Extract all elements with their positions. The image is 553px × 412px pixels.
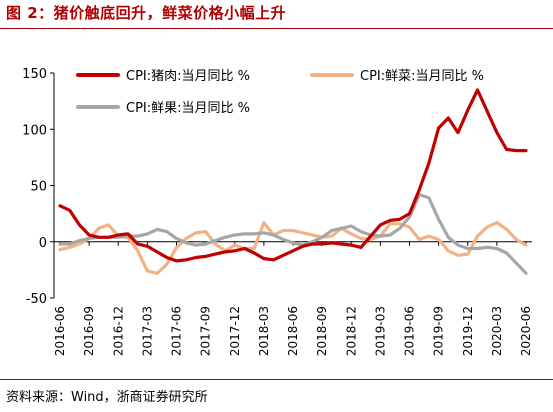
chart: -50 0 50 100 150 2016-06 2016-09 2016-12 2017-0… <box>22 67 533 356</box>
x-tick-label: 2017-03 <box>140 306 154 356</box>
y-tick-label: 150 <box>22 67 47 82</box>
x-tick-label: 2020-03 <box>490 306 504 356</box>
x-tick-label: 2016-12 <box>111 306 125 356</box>
x-tick-label: 2020-06 <box>519 306 533 356</box>
x-tick-label: 2017-09 <box>199 306 213 356</box>
x-tick-label: 2019-03 <box>373 306 387 356</box>
series-lines <box>58 88 528 275</box>
legend-label: CPI:鲜果:当月同比 % <box>126 101 250 116</box>
legend: CPI:猪肉:当月同比 % CPI:鲜菜:当月同比 % CPI:鲜果:当月同比 % <box>76 69 484 116</box>
x-tick-label: 2018-03 <box>257 306 271 356</box>
y-tick-label: 50 <box>30 180 47 195</box>
x-tick-label: 2018-12 <box>344 306 358 356</box>
x-tick-label: 2019-09 <box>432 306 446 356</box>
source-note: 资料来源：Wind，浙商证券研究所 <box>6 390 208 405</box>
series-line-2 <box>58 192 528 275</box>
x-tick-label: 2018-09 <box>315 306 329 356</box>
bottom-rule <box>0 379 553 380</box>
x-tick-label: 2019-06 <box>403 306 417 356</box>
x-tick-label: 2018-06 <box>286 306 300 356</box>
x-tick-label: 2016-09 <box>82 306 96 356</box>
y-tick-label: -50 <box>26 292 47 307</box>
x-axis-ticks: 2016-06 2016-09 2016-12 2017-03 2017-06 2017-… <box>53 241 533 356</box>
x-tick-label: 2016-06 <box>53 306 67 356</box>
top-rule <box>0 28 553 29</box>
y-tick-label: 100 <box>22 123 47 138</box>
series-line-1 <box>58 221 528 275</box>
legend-label: CPI:猪肉:当月同比 % <box>126 69 250 84</box>
x-tick-label: 2017-06 <box>170 306 184 356</box>
x-tick-label: 2017-12 <box>228 306 242 356</box>
y-tick-label: 0 <box>39 236 47 251</box>
series-line-0 <box>58 88 528 263</box>
legend-label: CPI:鲜菜:当月同比 % <box>360 69 484 84</box>
x-tick-label: 2019-12 <box>461 306 475 356</box>
figure-title: 图 2：猪价触底回升，鲜菜价格小幅上升 <box>6 4 287 22</box>
y-axis-ticks: -50 0 50 100 150 <box>22 67 54 307</box>
